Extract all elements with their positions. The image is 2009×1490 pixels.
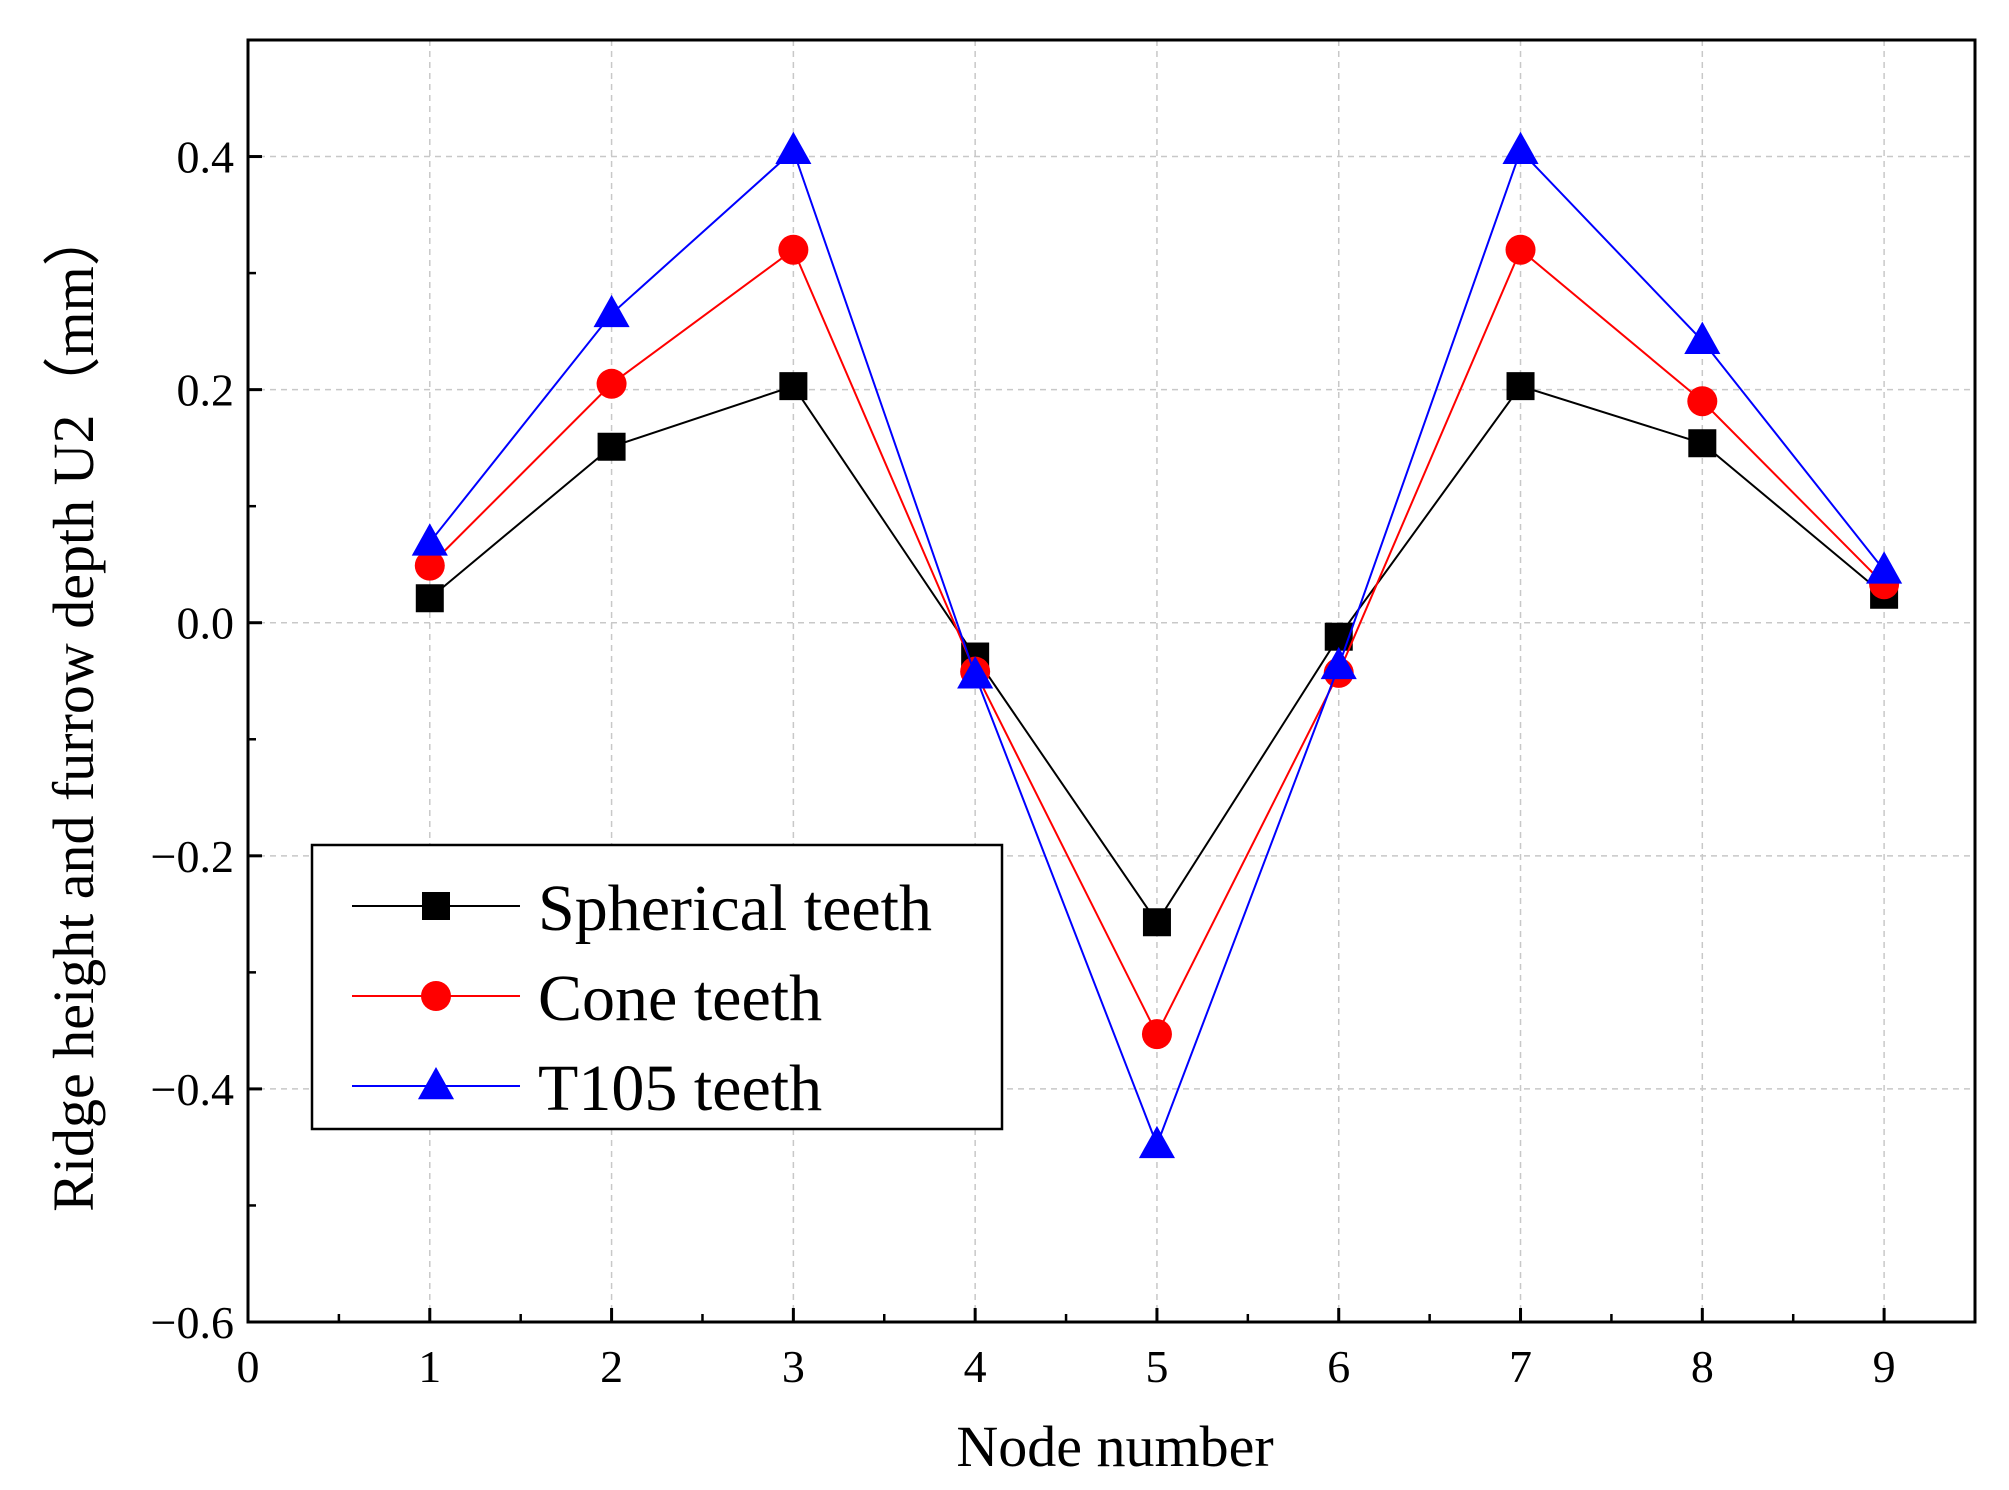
y-tick-label: −0.2 bbox=[151, 831, 234, 882]
series-2 bbox=[414, 234, 1900, 1050]
x-tick-label: 0 bbox=[237, 1341, 260, 1392]
y-axis-title: Ridge height and furrow depth U2（mm） bbox=[41, 208, 106, 1212]
x-tick-label: 9 bbox=[1873, 1341, 1896, 1392]
data-point bbox=[957, 656, 994, 689]
data-point bbox=[597, 432, 626, 461]
y-tick-label: −0.4 bbox=[151, 1064, 234, 1115]
axes-layer: 0 1 2 3 4 5 6 7 8 9 −0.6 −0.4 −0.2 0.0 0.2 0.4 bbox=[151, 38, 1977, 1392]
data-point bbox=[1506, 372, 1535, 401]
data-point bbox=[779, 372, 808, 401]
data-point bbox=[414, 550, 445, 581]
x-tick-label: 3 bbox=[782, 1341, 805, 1392]
data-point bbox=[593, 294, 630, 328]
data-point bbox=[1142, 908, 1171, 937]
x-tick-label: 4 bbox=[964, 1341, 987, 1392]
legend-samples bbox=[352, 892, 520, 1100]
data-point bbox=[415, 584, 444, 613]
series-3 bbox=[411, 131, 1903, 1159]
plot-frame bbox=[246, 38, 1977, 1324]
y-tick-label: −0.6 bbox=[151, 1297, 234, 1348]
x-tick-label: 5 bbox=[1145, 1341, 1168, 1392]
data-point bbox=[1138, 1125, 1175, 1159]
data-point bbox=[1684, 321, 1721, 354]
legend-label-cone-teeth: Cone teeth bbox=[538, 962, 822, 1035]
data-point bbox=[411, 523, 448, 556]
x-tick-label: 2 bbox=[600, 1341, 623, 1392]
legend-marker bbox=[422, 892, 450, 920]
legend-marker bbox=[417, 1067, 455, 1100]
data-point bbox=[596, 368, 627, 399]
data-point bbox=[778, 234, 809, 265]
x-tick-label: 6 bbox=[1327, 1341, 1350, 1392]
x-tick-label: 8 bbox=[1691, 1341, 1714, 1392]
y-tick-label: 0.4 bbox=[177, 132, 235, 183]
x-tick-label: 1 bbox=[418, 1341, 441, 1392]
legend-label-t105-teeth: T105 teeth bbox=[538, 1052, 822, 1125]
y-tick-label: 0.0 bbox=[177, 598, 235, 649]
data-point bbox=[1320, 646, 1357, 680]
data-point bbox=[1141, 1019, 1172, 1050]
data-point bbox=[1505, 234, 1536, 265]
data-point bbox=[775, 131, 812, 165]
data-point bbox=[1866, 551, 1903, 584]
legend-label-spherical-teeth: Spherical teeth bbox=[538, 872, 932, 945]
legend: Spherical teeth Cone teeth T105 teeth bbox=[310, 843, 1004, 1131]
x-axis-title: Node number bbox=[956, 1414, 1273, 1479]
data-point bbox=[1502, 131, 1539, 165]
series-layer bbox=[411, 131, 1903, 1159]
data-point bbox=[1687, 386, 1718, 417]
y-tick-label: 0.2 bbox=[177, 365, 235, 416]
series-line bbox=[429, 384, 1885, 925]
data-point bbox=[1688, 429, 1717, 458]
legend-marker bbox=[421, 981, 451, 1011]
x-tick-label: 7 bbox=[1509, 1341, 1532, 1392]
